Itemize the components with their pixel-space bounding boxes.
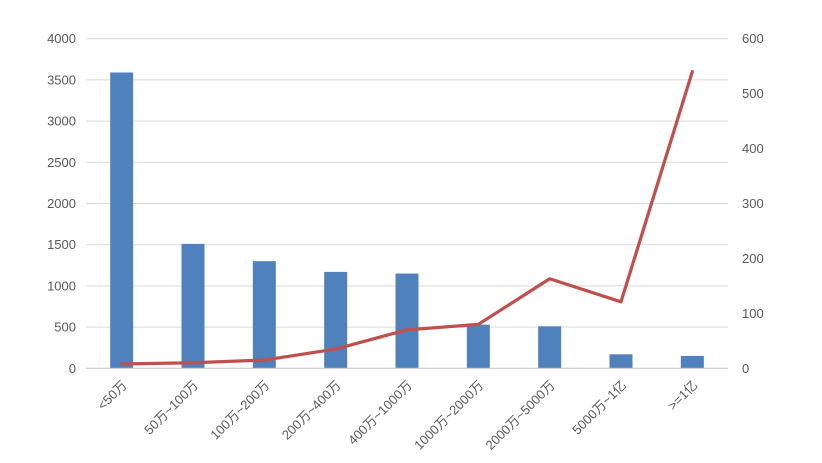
x-axis-category-label: 50万~100万 <box>141 378 201 438</box>
left-axis-tick-label: 3000 <box>47 114 76 129</box>
x-axis-category-label: 1000万~2000万 <box>411 378 486 453</box>
left-axis-tick-label: 3500 <box>47 72 76 87</box>
left-axis-tick-label: 1000 <box>47 278 76 293</box>
x-axis-category-label: 100万~200万 <box>207 378 272 443</box>
x-axis-category-label: 400万~1000万 <box>345 378 415 448</box>
x-axis-category-label: <50万 <box>94 378 129 413</box>
left-axis-ticks: 0 500 1000 1500 2000 2500 3000 3500 4000 <box>47 31 76 376</box>
bar <box>110 72 134 369</box>
right-axis-ticks: 0 100 200 300 400 500 600 <box>742 31 764 376</box>
bar <box>252 261 276 369</box>
right-axis-tick-label: 300 <box>742 196 764 211</box>
left-axis-tick-label: 0 <box>69 361 76 376</box>
bar <box>466 324 490 369</box>
left-axis-tick-label: 2000 <box>47 196 76 211</box>
right-axis-tick-label: 600 <box>742 31 764 46</box>
x-axis-category-label: 2000万~5000万 <box>483 378 558 453</box>
bar-series-group <box>110 72 704 369</box>
x-axis-category-label: >=1亿 <box>665 378 701 414</box>
bar <box>395 273 419 369</box>
left-axis-tick-label: 2500 <box>47 155 76 170</box>
data-line <box>120 70 694 366</box>
right-axis-tick-label: 100 <box>742 306 764 321</box>
left-axis-tick-label: 1500 <box>47 237 76 252</box>
right-axis-tick-label: 400 <box>742 141 764 156</box>
bar <box>609 354 633 369</box>
bar <box>181 243 205 369</box>
right-axis-tick-label: 200 <box>742 251 764 266</box>
bar <box>538 326 562 369</box>
bar <box>680 355 704 369</box>
bar <box>324 271 348 369</box>
right-axis-tick-label: 500 <box>742 86 764 101</box>
x-axis-category-label: 5000万~1亿 <box>569 378 629 438</box>
x-axis-category-label: 200万~400万 <box>279 378 344 443</box>
left-axis-tick-label: 4000 <box>47 31 76 46</box>
right-axis-tick-label: 0 <box>742 361 749 376</box>
x-axis-category-labels: <50万 50万~100万 100万~200万 200万~400万 400万~1000万… <box>94 378 700 453</box>
left-axis-tick-label: 500 <box>54 320 76 335</box>
